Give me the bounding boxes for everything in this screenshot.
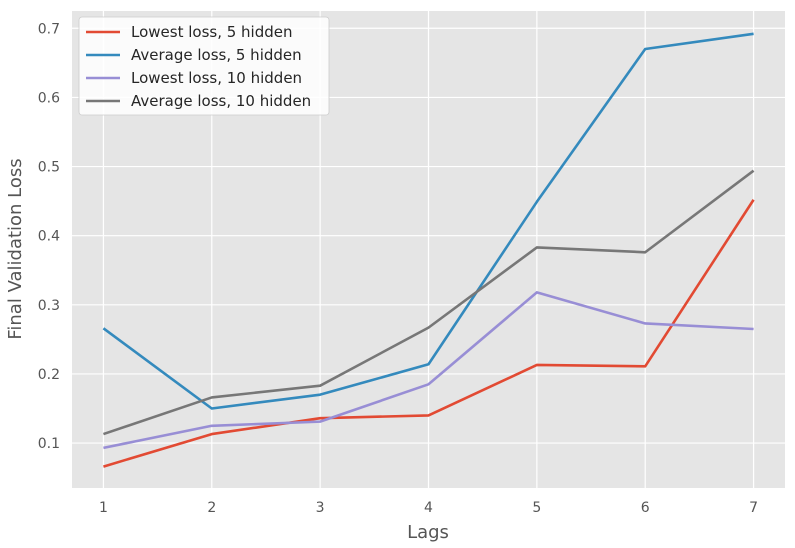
y-tick-label: 0.7: [38, 21, 60, 37]
y-tick-label: 0.2: [38, 367, 60, 383]
y-tick-labels: 0.1 0.2 0.3 0.4 0.5 0.6 0.7: [38, 21, 60, 452]
legend: Lowest loss, 5 hidden Average loss, 5 hid…: [78, 16, 330, 116]
x-tick-label: 2: [207, 500, 216, 516]
y-tick-label: 0.4: [38, 229, 60, 245]
x-tick-label: 6: [641, 500, 650, 516]
x-tick-label: 7: [749, 500, 758, 516]
x-tick-labels: 1 2 3 4 5 6 7: [99, 500, 758, 516]
x-tick-label: 3: [316, 500, 325, 516]
y-axis-label: Final Validation Loss: [5, 158, 26, 339]
series-line-2: [102, 32, 754, 410]
series-line-3: [103, 291, 754, 450]
x-axis-label: Lags: [407, 522, 449, 543]
y-tick-label: 0.6: [38, 90, 60, 106]
legend-box: [78, 16, 330, 116]
legend-label: Lowest loss, 10 hidden: [131, 69, 302, 87]
series-line-4: [103, 169, 755, 436]
x-tick-label: 4: [424, 500, 433, 516]
series-line-1: [103, 199, 755, 468]
x-tick-label: 1: [99, 500, 108, 516]
y-tick-label: 0.5: [38, 160, 60, 176]
legend-label: Average loss, 5 hidden: [131, 46, 302, 64]
legend-label: Average loss, 10 hidden: [131, 92, 311, 110]
legend-label: Lowest loss, 5 hidden: [131, 23, 293, 41]
x-tick-label: 5: [532, 500, 541, 516]
y-tick-label: 0.1: [38, 436, 60, 452]
series-group: [102, 32, 755, 468]
y-tick-label: 0.3: [38, 298, 60, 314]
